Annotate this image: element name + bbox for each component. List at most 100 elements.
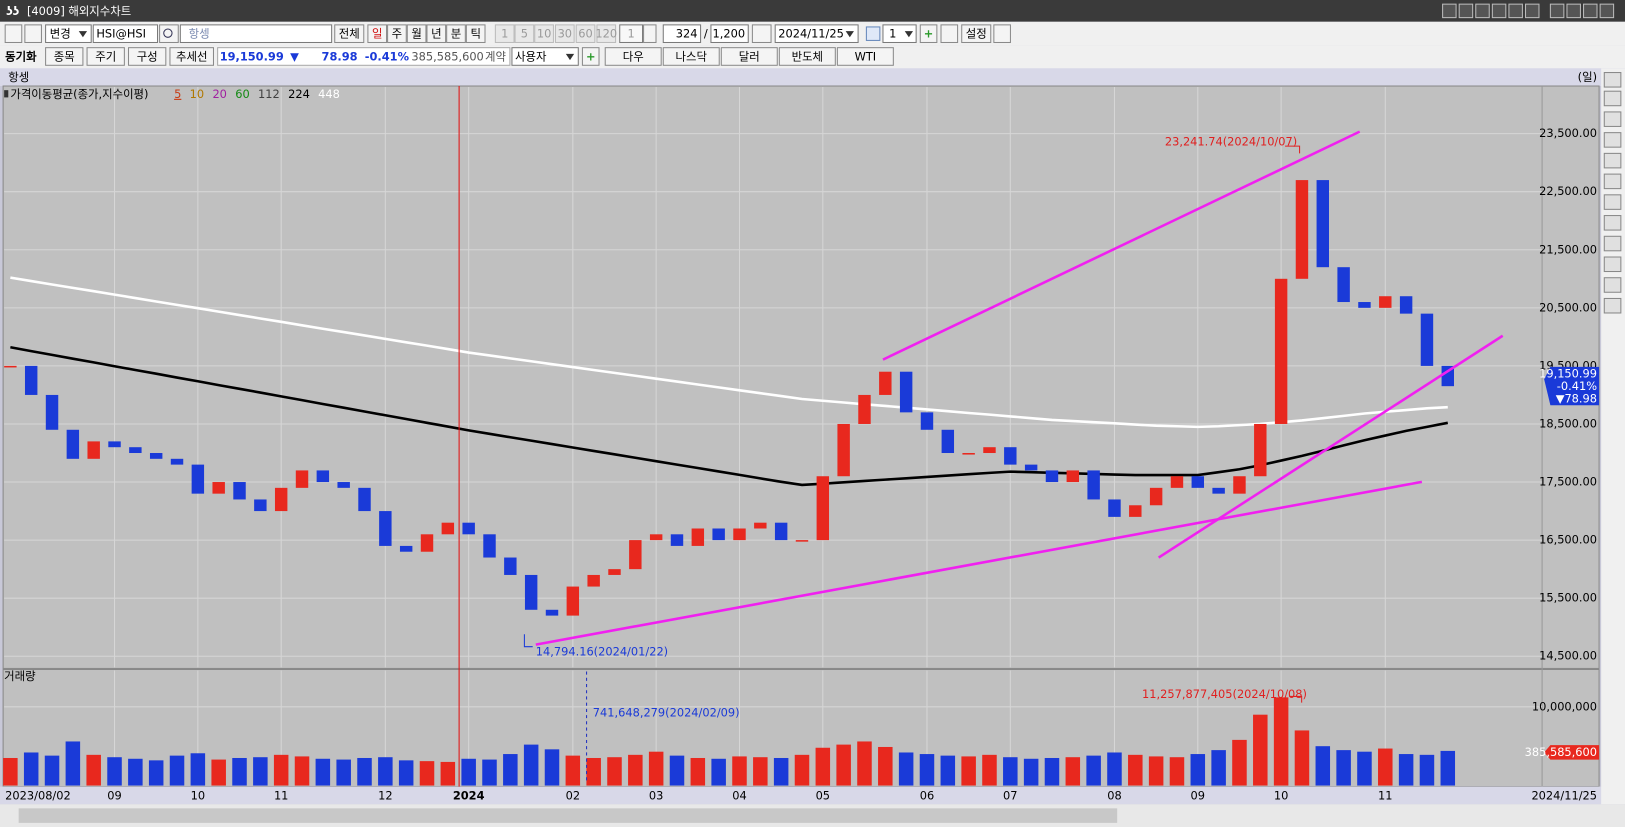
interval-input[interactable] (619, 24, 644, 44)
count-text: 324 (676, 27, 698, 41)
pane-select[interactable] (882, 24, 917, 44)
volume-bar (378, 757, 393, 786)
toolbar-button[interactable] (45, 47, 84, 66)
volume-bar (23, 752, 39, 786)
volume-bar (1357, 751, 1372, 786)
volume-bar (1378, 748, 1393, 786)
volume-bar (128, 758, 143, 786)
add-button[interactable] (919, 24, 938, 44)
max-count-input[interactable] (710, 24, 749, 44)
candle (254, 499, 267, 512)
tool-icons[interactable] (1603, 72, 1622, 314)
candle (670, 534, 684, 546)
candle (420, 534, 434, 552)
candle (274, 487, 288, 512)
window-title: [4009] 해외지수차트 (27, 4, 131, 18)
candle (87, 441, 100, 459)
y-tick-label: 22,500.00 (1539, 184, 1597, 198)
quote-box (217, 47, 511, 66)
candle (462, 522, 475, 535)
volume-bar (1419, 754, 1435, 786)
candle (399, 545, 413, 552)
volume-bar (607, 757, 622, 786)
search-button[interactable] (159, 24, 179, 44)
candle (941, 429, 955, 454)
volume-bar (1273, 697, 1289, 786)
name-input[interactable] (179, 24, 333, 44)
ma-legend: 5 (174, 87, 181, 101)
candle (545, 609, 559, 616)
last-price-box (1544, 366, 1600, 406)
index-button[interactable] (720, 47, 778, 66)
volume-bar (398, 760, 414, 786)
period-button[interactable] (367, 24, 388, 44)
scroll-thumb[interactable] (18, 808, 1118, 823)
interval-button[interactable] (494, 24, 515, 44)
window-controls[interactable] (1442, 3, 1615, 19)
index-button[interactable] (836, 47, 894, 66)
x-tick-label: 11 (274, 788, 288, 802)
spinner[interactable] (643, 24, 657, 44)
icon-button[interactable] (4, 24, 23, 44)
chart-title: 항셍 (8, 70, 29, 84)
add-button[interactable] (581, 47, 600, 66)
all-button[interactable] (334, 24, 365, 44)
refresh-button[interactable] (993, 24, 1011, 44)
period-button[interactable] (465, 24, 486, 44)
toolbar-button[interactable] (127, 47, 167, 66)
interval-button[interactable] (514, 24, 535, 44)
user-select[interactable] (511, 47, 579, 66)
volume-bar (878, 746, 893, 786)
search-icon (163, 28, 173, 38)
candle (899, 371, 913, 413)
y-tick-label: 18,500.00 (1539, 416, 1597, 430)
annotation-arrow (1285, 145, 1301, 154)
candle (1149, 487, 1163, 506)
interval-button[interactable] (596, 24, 617, 44)
quote-volume: 385,585,600 (411, 49, 483, 63)
y-tick-label: 14,500.00 (1539, 649, 1597, 663)
date-input[interactable] (774, 24, 859, 44)
interval-button[interactable] (554, 24, 575, 44)
volume-bar (1211, 750, 1226, 786)
volume-bar (1294, 730, 1310, 786)
toolbar-button[interactable] (169, 47, 215, 66)
candle (1358, 302, 1371, 308)
period-button[interactable] (387, 24, 407, 44)
x-tick-label: 10 (191, 788, 205, 802)
candle (1045, 470, 1059, 483)
change-select[interactable] (45, 24, 92, 44)
volume-bar (1232, 739, 1247, 786)
toolbar-button-text: 추세선 (176, 49, 207, 63)
volume-bar (690, 757, 706, 786)
symbol-input[interactable] (92, 24, 159, 44)
x-tick-label: 08 (1107, 788, 1121, 802)
count-input[interactable] (662, 24, 702, 44)
volume-bar (1023, 758, 1039, 786)
index-button[interactable] (604, 47, 662, 66)
index-button[interactable] (662, 47, 720, 66)
candle (1024, 464, 1038, 471)
symbol-text: HSI@HSI (96, 27, 146, 41)
period-button[interactable] (406, 24, 427, 44)
candle (1379, 296, 1392, 308)
toolbar-button[interactable] (86, 47, 125, 66)
icon-button[interactable] (24, 24, 42, 44)
settings-button[interactable] (961, 24, 992, 44)
toolbar-button-text: 종목 (54, 49, 75, 63)
icon-button[interactable] (940, 24, 959, 44)
period-button[interactable] (446, 24, 466, 44)
candle (4, 365, 17, 368)
legend-marker (4, 90, 9, 98)
indicator-label: 가격이동평균(종가,지수이평) (10, 87, 148, 101)
checkbox[interactable] (865, 26, 881, 41)
icon-button[interactable] (751, 24, 772, 44)
interval-button[interactable] (575, 24, 596, 44)
period-button[interactable] (426, 24, 447, 44)
index-button[interactable] (778, 47, 836, 66)
candle (1316, 180, 1330, 268)
candle (1170, 476, 1184, 488)
candle (629, 540, 642, 570)
interval-button[interactable] (534, 24, 554, 44)
